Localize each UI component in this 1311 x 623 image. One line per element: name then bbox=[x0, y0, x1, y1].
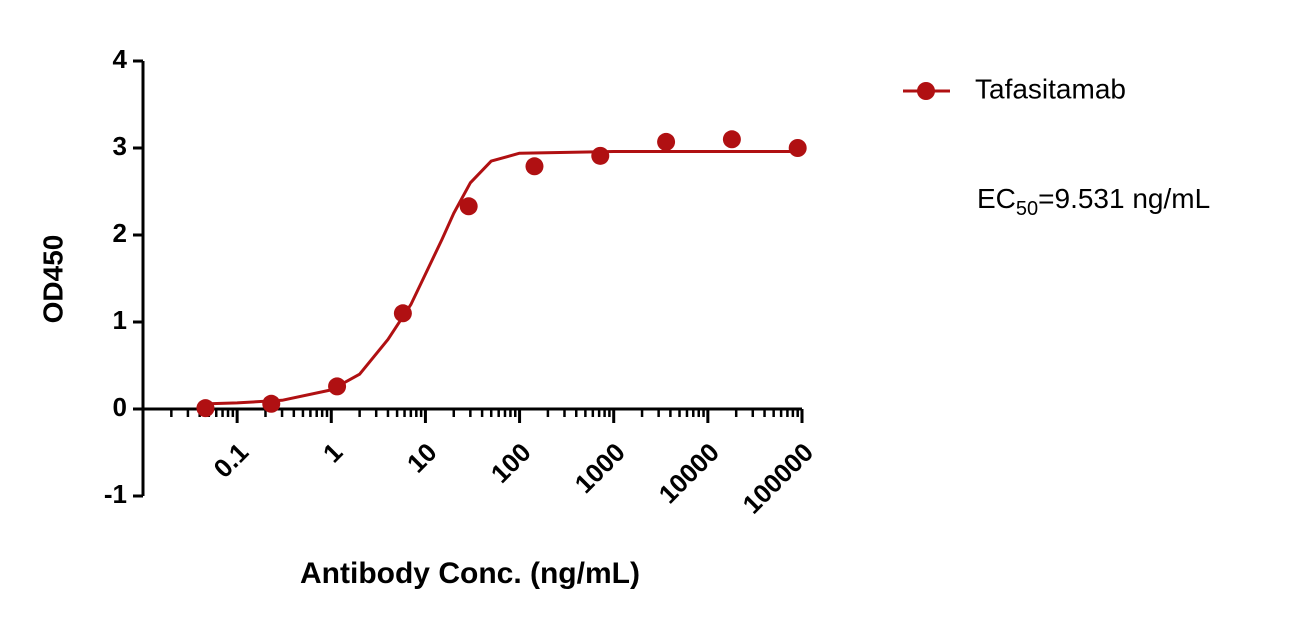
y-tick-label: -1 bbox=[104, 479, 127, 509]
x-tick-label: 100 bbox=[485, 437, 537, 489]
legend-marker bbox=[917, 82, 935, 100]
y-tick-label: 0 bbox=[113, 392, 127, 422]
data-point bbox=[657, 132, 676, 151]
x-tick-label: 100000 bbox=[737, 437, 820, 520]
x-tick-label: 0.1 bbox=[207, 437, 254, 484]
x-tick-label: 10000 bbox=[653, 437, 725, 509]
data-point bbox=[459, 197, 478, 216]
data-point bbox=[196, 399, 215, 418]
y-axis-title: OD450 bbox=[37, 235, 68, 324]
x-tick-label: 10 bbox=[401, 437, 443, 479]
y-tick-label: 3 bbox=[113, 131, 127, 161]
x-tick-label: 1 bbox=[317, 437, 348, 468]
fit-curve bbox=[208, 149, 802, 406]
annotation-subscript: 50 bbox=[1016, 198, 1038, 220]
annotation-suffix: =9.531 ng/mL bbox=[1038, 183, 1210, 214]
data-point bbox=[393, 304, 412, 323]
x-axis-title: Antibody Conc. (ng/mL) bbox=[300, 557, 640, 590]
y-tick-label: 4 bbox=[113, 44, 128, 74]
annotation-prefix: EC bbox=[977, 183, 1016, 214]
data-point bbox=[262, 394, 281, 413]
data-point bbox=[328, 377, 347, 396]
x-tick-label: 1000 bbox=[569, 437, 631, 499]
data-point bbox=[525, 157, 544, 176]
y-tick-label: 1 bbox=[113, 305, 127, 335]
y-tick-label: 2 bbox=[113, 218, 127, 248]
data-point bbox=[788, 139, 807, 157]
data-point bbox=[722, 130, 741, 149]
legend-label: Tafasitamab bbox=[975, 73, 1126, 104]
ec50-annotation: EC50=9.531 ng/mL bbox=[977, 183, 1210, 220]
data-point bbox=[591, 146, 610, 165]
